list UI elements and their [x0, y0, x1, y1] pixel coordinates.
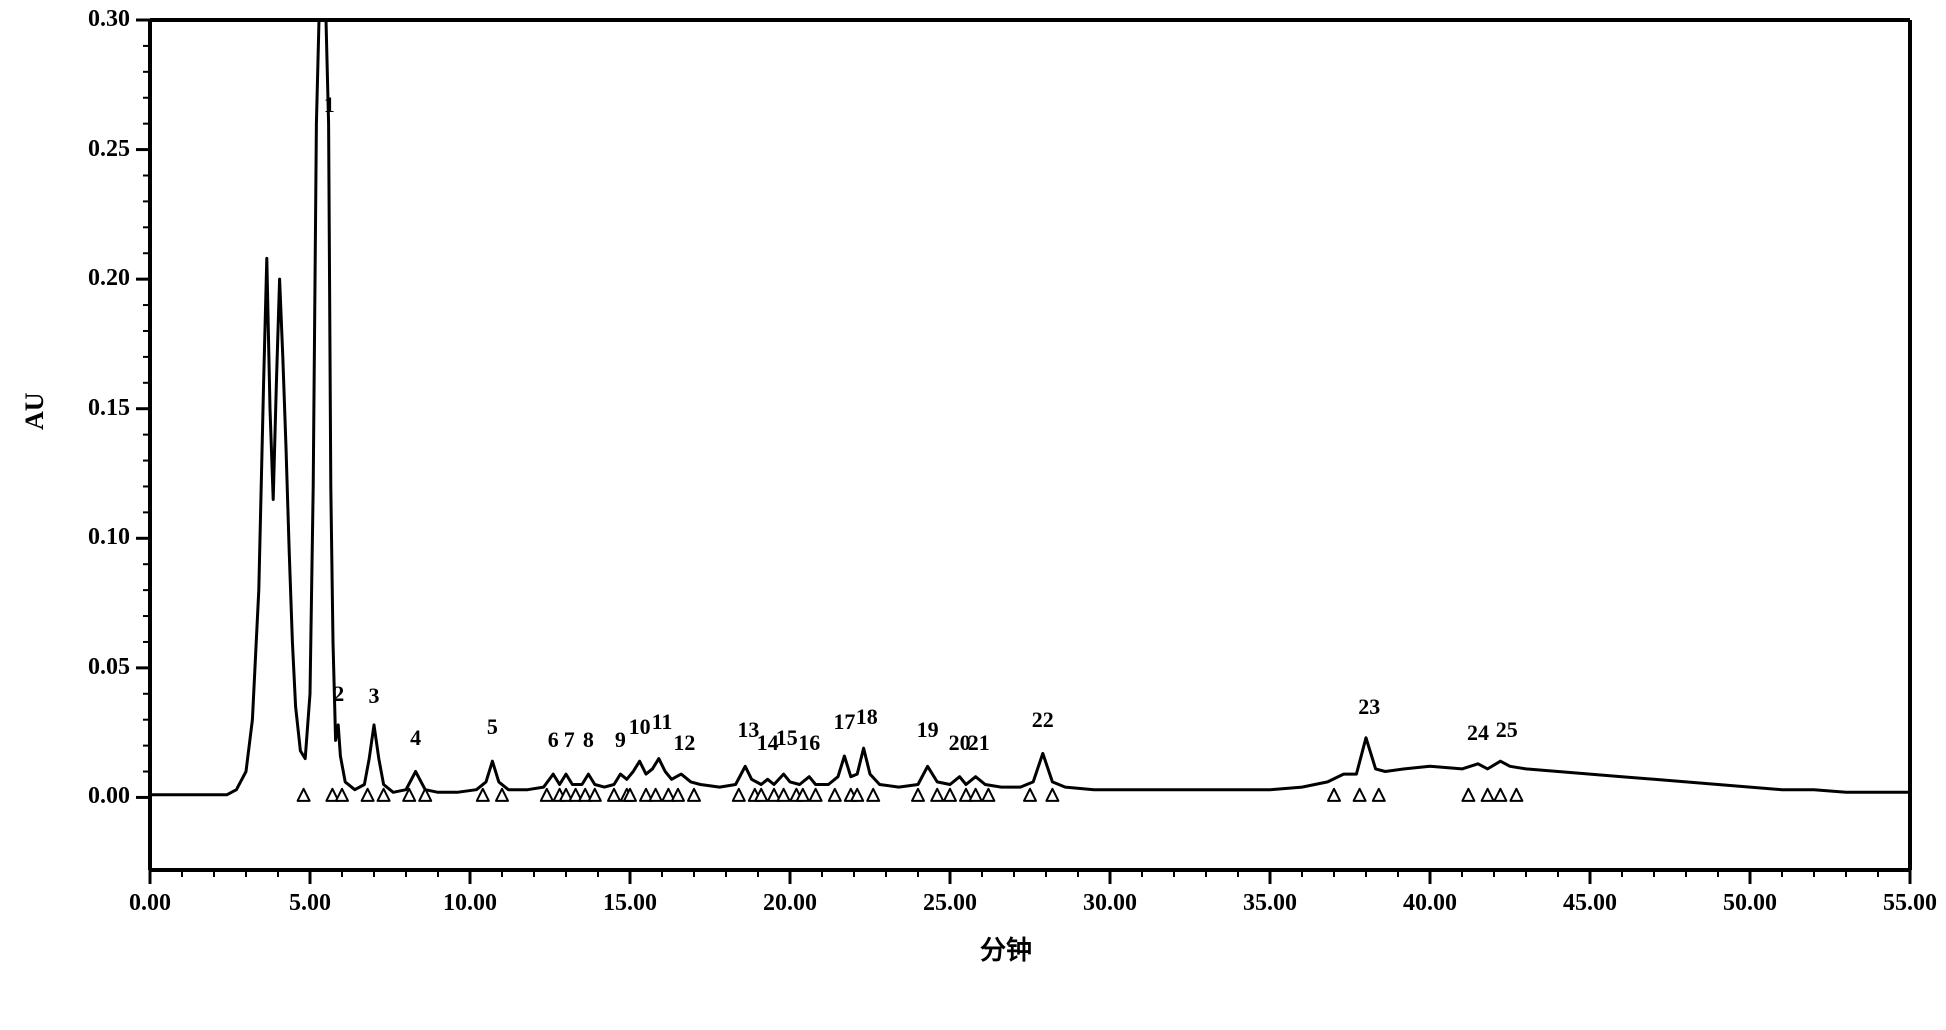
x-tick-label: 30.00: [1083, 890, 1137, 917]
baseline-marker: [778, 789, 790, 801]
baseline-marker: [672, 789, 684, 801]
peak-label: 2: [333, 681, 344, 707]
x-tick-label: 40.00: [1403, 890, 1457, 917]
baseline-marker: [608, 789, 620, 801]
peak-label: 7: [564, 727, 575, 753]
baseline-marker: [336, 789, 348, 801]
baseline-marker: [970, 789, 982, 801]
baseline-marker: [829, 789, 841, 801]
y-tick-label: 0.10: [88, 524, 130, 551]
baseline-marker: [982, 789, 994, 801]
x-tick-label: 5.00: [289, 890, 331, 917]
x-tick-label: 45.00: [1563, 890, 1617, 917]
peak-label: 17: [833, 709, 855, 735]
baseline-marker: [496, 789, 508, 801]
x-axis-label: 分钟: [980, 930, 1032, 967]
x-tick-label: 25.00: [923, 890, 977, 917]
peak-label: 9: [615, 727, 626, 753]
peak-label: 21: [968, 730, 990, 756]
y-axis-label: AU: [20, 392, 50, 430]
y-tick-label: 0.15: [88, 395, 130, 422]
baseline-marker: [810, 789, 822, 801]
peak-label: 1: [324, 92, 335, 118]
x-tick-label: 50.00: [1723, 890, 1777, 917]
peak-label: 19: [917, 717, 939, 743]
peak-label: 15: [776, 725, 798, 751]
peak-label: 25: [1496, 717, 1518, 743]
peak-label: 8: [583, 727, 594, 753]
x-tick-label: 20.00: [763, 890, 817, 917]
baseline-marker: [733, 789, 745, 801]
baseline-marker: [650, 789, 662, 801]
peak-label: 11: [652, 709, 673, 735]
baseline-marker: [1024, 789, 1036, 801]
baseline-marker: [1510, 789, 1522, 801]
y-tick-label: 0.30: [88, 6, 130, 33]
baseline-marker: [298, 789, 310, 801]
baseline-marker: [362, 789, 374, 801]
baseline-marker: [1482, 789, 1494, 801]
y-tick-label: 0.25: [88, 136, 130, 163]
baseline-marker: [1462, 789, 1474, 801]
baseline-marker: [477, 789, 489, 801]
chromatogram-trace: [150, 20, 1910, 795]
peak-label: 4: [410, 725, 421, 751]
peak-label: 22: [1032, 707, 1054, 733]
peak-label: 5: [487, 714, 498, 740]
x-tick-label: 10.00: [443, 890, 497, 917]
y-tick-label: 0.20: [88, 265, 130, 292]
peak-label: 18: [856, 704, 878, 730]
baseline-marker: [931, 789, 943, 801]
baseline-marker: [1494, 789, 1506, 801]
baseline-marker: [1046, 789, 1058, 801]
peak-label: 6: [548, 727, 559, 753]
chromatogram-figure: { "type": "line-chromatogram", "backgrou…: [0, 0, 1946, 1030]
x-tick-label: 55.00: [1883, 890, 1937, 917]
baseline-marker: [1373, 789, 1385, 801]
peak-label: 10: [629, 714, 651, 740]
peak-label: 24: [1467, 720, 1489, 746]
baseline-marker: [867, 789, 879, 801]
baseline-marker: [1328, 789, 1340, 801]
peak-label: 16: [798, 730, 820, 756]
baseline-marker: [541, 789, 553, 801]
baseline-marker: [1354, 789, 1366, 801]
baseline-marker: [944, 789, 956, 801]
baseline-marker: [589, 789, 601, 801]
x-tick-label: 0.00: [129, 890, 171, 917]
baseline-marker: [688, 789, 700, 801]
baseline-marker: [378, 789, 390, 801]
baseline-marker: [912, 789, 924, 801]
x-tick-label: 35.00: [1243, 890, 1297, 917]
chromatogram-svg: [0, 0, 1946, 1030]
peak-label: 23: [1358, 694, 1380, 720]
x-tick-label: 15.00: [603, 890, 657, 917]
y-tick-label: 0.05: [88, 654, 130, 681]
y-tick-label: 0.00: [88, 783, 130, 810]
peak-label: 3: [369, 683, 380, 709]
peak-label: 12: [673, 730, 695, 756]
